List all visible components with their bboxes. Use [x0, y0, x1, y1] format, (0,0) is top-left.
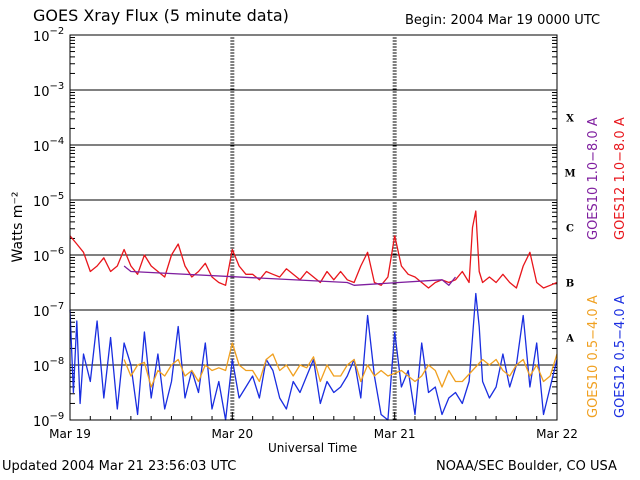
grid-layer: [69, 34, 558, 420]
y-tick-label: 10−6: [33, 246, 64, 265]
series-line-2: [123, 342, 558, 388]
legend: GOES10 1.0−8.0 A GOES12 1.0−8.0 A GOES10 0…: [586, 117, 628, 418]
flare-class-B: B: [566, 279, 574, 290]
y-tick-label: 10−5: [33, 191, 64, 210]
x-tick-label: Mar 19: [49, 427, 91, 441]
flare-class-M: M: [564, 169, 575, 180]
x-tick-label: Mar 20: [211, 427, 253, 441]
flare-class-A: A: [565, 334, 574, 345]
flare-class-X: X: [566, 114, 574, 125]
plot-frame: [69, 34, 558, 421]
legend-entry: GOES12 0.5−4.0 A: [613, 295, 628, 418]
x-axis-label: Universal Time: [268, 441, 358, 455]
y-tick-label: 10−8: [33, 356, 64, 375]
chart-title: GOES Xray Flux (5 minute data): [33, 6, 289, 25]
updated-timestamp: Updated 2004 Mar 21 23:56:03 UTC: [2, 459, 237, 474]
x-tick-labels: Mar 19 Mar 20 Mar 21 Mar 22: [49, 427, 578, 441]
x-tick-label: Mar 21: [374, 427, 416, 441]
y-axis-label: Watts m⁻²: [10, 192, 26, 263]
y-tick-label: 10−3: [33, 81, 64, 100]
y-tick-label: 10−2: [33, 26, 64, 45]
legend-entry: GOES12 1.0−8.0 A: [613, 117, 628, 240]
y-tick-label: 10−9: [33, 411, 64, 430]
series-line-1: [123, 265, 457, 286]
series-line-3: [69, 292, 558, 421]
begin-time: Begin: 2004 Mar 19 0000 UTC: [405, 13, 601, 28]
x-tick-label: Mar 22: [536, 427, 578, 441]
legend-entry: GOES10 1.0−8.0 A: [586, 117, 601, 240]
series-layer: [69, 210, 558, 421]
y-tick-label: 10−4: [33, 136, 64, 155]
flare-class-labels: X M C B A: [564, 114, 575, 345]
flare-class-C: C: [566, 224, 574, 235]
legend-entry: GOES10 0.5−4.0 A: [586, 295, 601, 418]
y-tick-labels: 10−2 10−3 10−4 10−5 10−6 10−7 10−8 10−9: [33, 26, 64, 430]
y-tick-label: 10−7: [33, 301, 64, 320]
series-line-0: [69, 210, 558, 289]
credit-text: NOAA/SEC Boulder, CO USA: [436, 459, 617, 474]
